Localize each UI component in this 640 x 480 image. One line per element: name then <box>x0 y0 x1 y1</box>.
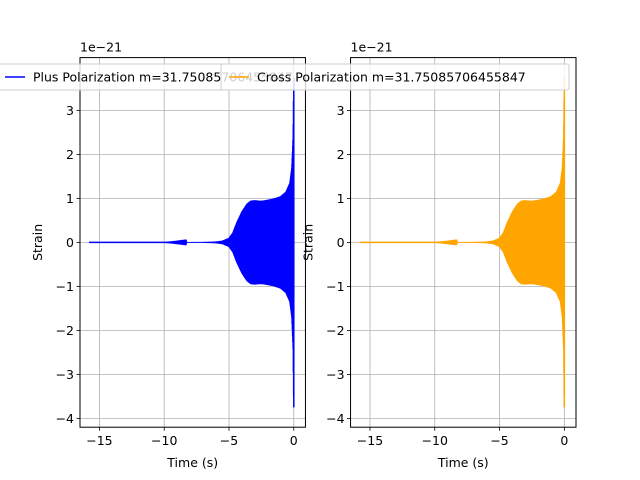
y-tick-label: −3 <box>326 367 344 382</box>
y-tick-label: 0 <box>66 235 74 250</box>
y-tick-label: −1 <box>326 279 344 294</box>
y-tick-label: 2 <box>337 147 345 162</box>
y-tick-label: −2 <box>56 323 74 338</box>
y-tick-label: 1 <box>337 191 345 206</box>
right-x-ticks: −15 −10 −5 0 <box>357 427 568 448</box>
y-tick-label: −4 <box>56 411 74 426</box>
left-x-ticks: −15 −10 −5 0 <box>86 427 298 448</box>
right-offset-text: 1e−21 <box>351 40 393 55</box>
y-tick-label: −3 <box>56 367 74 382</box>
left-x-axis-label: Time (s) <box>166 455 218 470</box>
x-tick-label: −5 <box>220 433 238 448</box>
y-tick-label: −4 <box>326 411 344 426</box>
x-tick-label: −10 <box>422 433 448 448</box>
left-y-ticks: −4 −3 −2 −1 0 1 2 3 <box>56 103 80 426</box>
right-legend-box <box>220 63 570 91</box>
right-y-axis-label: Strain <box>301 224 316 261</box>
x-tick-label: −15 <box>357 433 383 448</box>
left-offset-text: 1e−21 <box>80 40 122 55</box>
right-x-axis-label: Time (s) <box>437 455 489 470</box>
x-tick-label: −15 <box>86 433 112 448</box>
y-tick-label: 3 <box>66 103 74 118</box>
series-line <box>359 77 566 408</box>
y-tick-label: 0 <box>337 235 345 250</box>
y-tick-label: 2 <box>66 147 74 162</box>
y-tick-label: 3 <box>337 103 345 118</box>
x-tick-label: 0 <box>290 433 298 448</box>
left-plot-area <box>89 77 295 408</box>
right-legend: Cross Polarization m=31.75085706455847 <box>220 63 570 91</box>
x-tick-label: 0 <box>560 433 568 448</box>
y-tick-label: −1 <box>56 279 74 294</box>
x-tick-label: −10 <box>151 433 177 448</box>
y-tick-label: 1 <box>66 191 74 206</box>
series-line <box>89 77 295 408</box>
y-tick-label: −2 <box>326 323 344 338</box>
x-tick-label: −5 <box>490 433 508 448</box>
right-plot-area <box>359 77 566 408</box>
right-legend-label: Cross Polarization m=31.75085706455847 <box>257 70 526 85</box>
left-y-axis-label: Strain <box>30 224 45 261</box>
right-y-ticks: −4 −3 −2 −1 0 1 2 3 <box>326 103 351 426</box>
